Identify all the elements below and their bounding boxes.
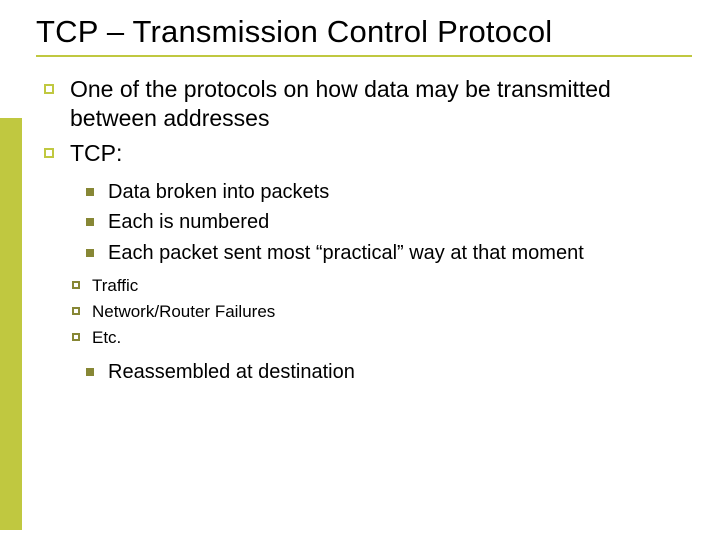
list-item: Network/Router Failures bbox=[72, 300, 692, 324]
list-item: Reassembled at destination bbox=[86, 359, 692, 385]
list-text: Etc. bbox=[92, 328, 121, 347]
list-text: Reassembled at destination bbox=[108, 361, 355, 383]
list-item: Each packet sent most “practical” way at… bbox=[86, 240, 692, 266]
bullet-list-level1: One of the protocols on how data may be … bbox=[44, 75, 692, 169]
slide-title: TCP – Transmission Control Protocol bbox=[36, 14, 692, 57]
list-text: One of the protocols on how data may be … bbox=[70, 76, 611, 131]
list-text: Network/Router Failures bbox=[92, 302, 275, 321]
list-text: Each packet sent most “practical” way at… bbox=[108, 242, 584, 264]
list-text: Each is numbered bbox=[108, 211, 269, 233]
list-item: One of the protocols on how data may be … bbox=[44, 75, 692, 134]
slide: TCP – Transmission Control Protocol One … bbox=[0, 0, 720, 540]
list-item: Etc. bbox=[72, 326, 692, 350]
bullet-list-level3: Traffic Network/Router Failures Etc. bbox=[72, 274, 692, 349]
list-item: Data broken into packets bbox=[86, 179, 692, 205]
accent-bar bbox=[0, 118, 22, 530]
bullet-list-level2: Reassembled at destination bbox=[86, 359, 692, 385]
list-item: Traffic bbox=[72, 274, 692, 298]
list-item: Each is numbered bbox=[86, 209, 692, 235]
list-item: TCP: bbox=[44, 139, 692, 168]
list-text: TCP: bbox=[70, 140, 122, 166]
bullet-list-level2: Data broken into packets Each is numbere… bbox=[86, 179, 692, 266]
list-text: Traffic bbox=[92, 276, 138, 295]
list-text: Data broken into packets bbox=[108, 181, 329, 203]
